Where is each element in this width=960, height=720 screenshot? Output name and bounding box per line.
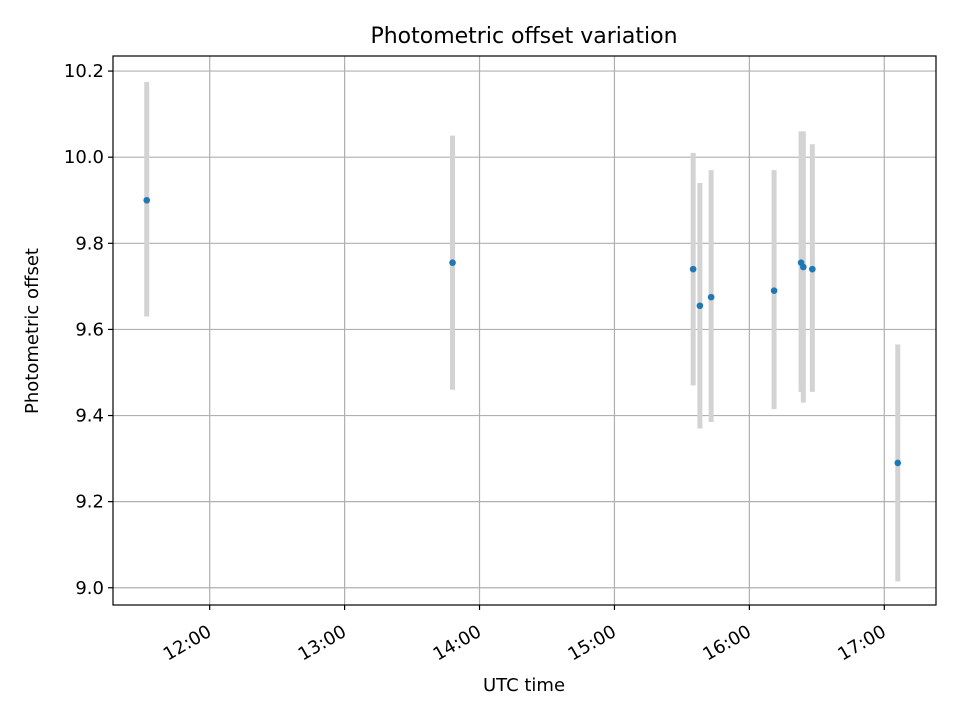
y-tick-label: 9.2 — [75, 492, 104, 513]
data-points — [143, 196, 902, 467]
x-tick-label: 13:00 — [295, 621, 350, 665]
data-point — [449, 259, 456, 266]
x-tick-label: 16:00 — [699, 621, 754, 665]
data-point — [707, 293, 715, 301]
x-axis-ticks: 12:00 13:00 14:00 15:00 16:00 17:00 — [160, 605, 890, 665]
data-point — [143, 196, 151, 204]
x-tick-label: 12:00 — [160, 621, 215, 665]
x-tick-label: 14:00 — [430, 621, 485, 665]
data-point — [770, 287, 778, 294]
y-tick-label: 10.0 — [64, 147, 104, 168]
y-tick-label: 9.4 — [75, 406, 104, 427]
data-point — [800, 263, 807, 271]
data-point — [894, 459, 902, 467]
y-axis-label: Photometric offset — [22, 248, 43, 414]
x-tick-label: 15:00 — [565, 621, 620, 665]
y-tick-label: 9.0 — [75, 578, 104, 599]
chart-title: Photometric offset variation — [370, 24, 677, 49]
plot-frame — [112, 55, 937, 606]
data-point — [689, 265, 697, 273]
y-tick-label: 10.2 — [64, 61, 104, 82]
y-tick-label: 9.8 — [75, 233, 104, 254]
y-tick-label: 9.6 — [75, 319, 104, 340]
data-point — [696, 302, 704, 310]
x-tick-label: 17:00 — [834, 621, 889, 665]
y-axis-ticks: 9.0 9.2 9.4 9.6 9.8 10.0 10.2 — [64, 61, 113, 599]
x-axis-label: UTC time — [483, 675, 565, 696]
data-point — [809, 265, 816, 273]
